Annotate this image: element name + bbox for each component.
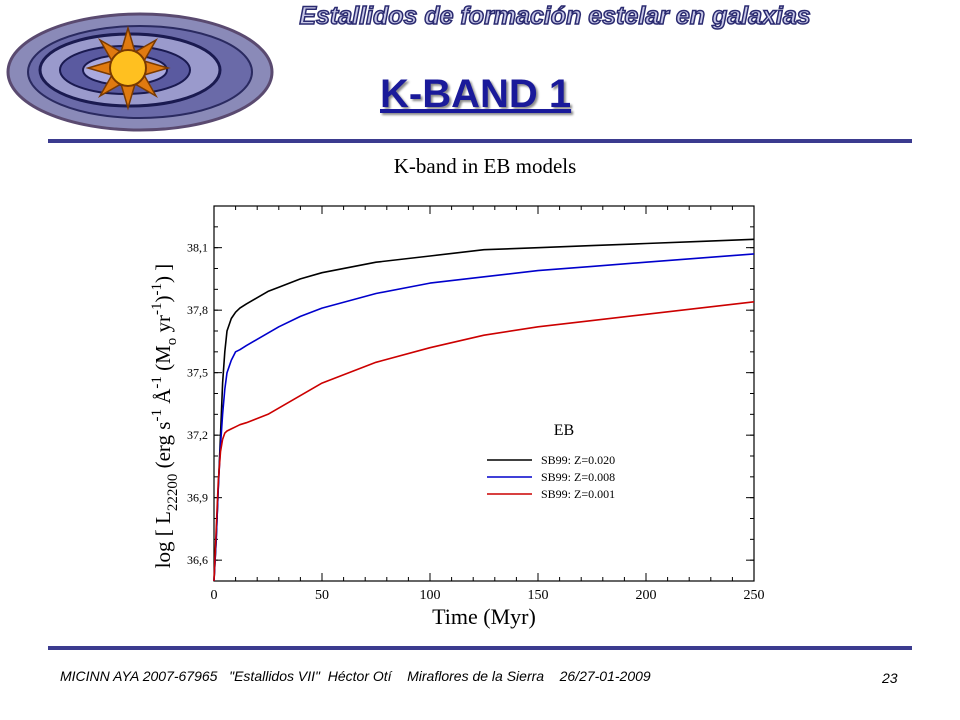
x-tick-label: 0 bbox=[211, 588, 218, 603]
k-band-chart: K-band in EB models 0 50 100 150 200 250 36,6 3… bbox=[149, 154, 765, 629]
series-line-1 bbox=[213, 238, 755, 582]
bottom-divider bbox=[48, 646, 912, 650]
series-line-2 bbox=[213, 253, 755, 582]
x-tick-label: 100 bbox=[420, 588, 441, 603]
x-tick-label: 250 bbox=[744, 588, 765, 603]
y-tick-label: 37,8 bbox=[187, 303, 208, 317]
x-tick-label: 50 bbox=[315, 588, 329, 603]
page-number: 23 bbox=[882, 670, 898, 686]
legend-label-2: SB99: Z=0.008 bbox=[541, 470, 615, 484]
y-tick-label: 38,1 bbox=[187, 241, 208, 255]
y-tick-label: 36,6 bbox=[187, 553, 208, 567]
legend-label-3: SB99: Z=0.001 bbox=[541, 487, 615, 501]
y-tick-label: 37,2 bbox=[187, 428, 208, 442]
x-axis-label: Time (Myr) bbox=[432, 604, 536, 629]
banner-text: Estallidos de formación estelar en galax… bbox=[299, 2, 810, 30]
series-line-3 bbox=[213, 301, 755, 582]
x-tick-label: 150 bbox=[528, 588, 549, 603]
banner-wordart: Estallidos de formación estelar en galax… bbox=[299, 1, 812, 31]
legend-title: EB bbox=[554, 422, 574, 439]
svg-text:log [ L22200 (erg s-1 Å-1 (Mo: log [ L22200 (erg s-1 Å-1 (Mo yr-1)-1) ] bbox=[149, 264, 181, 569]
x-tick-label: 200 bbox=[636, 588, 657, 603]
y-tick-label: 36,9 bbox=[187, 491, 208, 505]
chart-title: K-band in EB models bbox=[394, 154, 577, 178]
y-axis-label: log [ L22200 (erg s-1 Å-1 (Mo yr-1)-1) ] bbox=[149, 264, 181, 569]
plot-frame bbox=[213, 205, 755, 582]
galaxy-sun-logo bbox=[6, 12, 274, 132]
legend-label-1: SB99: Z=0.020 bbox=[541, 453, 615, 467]
y-tick-label: 37,5 bbox=[187, 366, 208, 380]
top-divider bbox=[48, 139, 912, 143]
slide-title: K-BAND 1 bbox=[380, 72, 572, 116]
footer-text: MICINN AYA 2007-67965 "Estallidos VII" H… bbox=[60, 668, 651, 684]
